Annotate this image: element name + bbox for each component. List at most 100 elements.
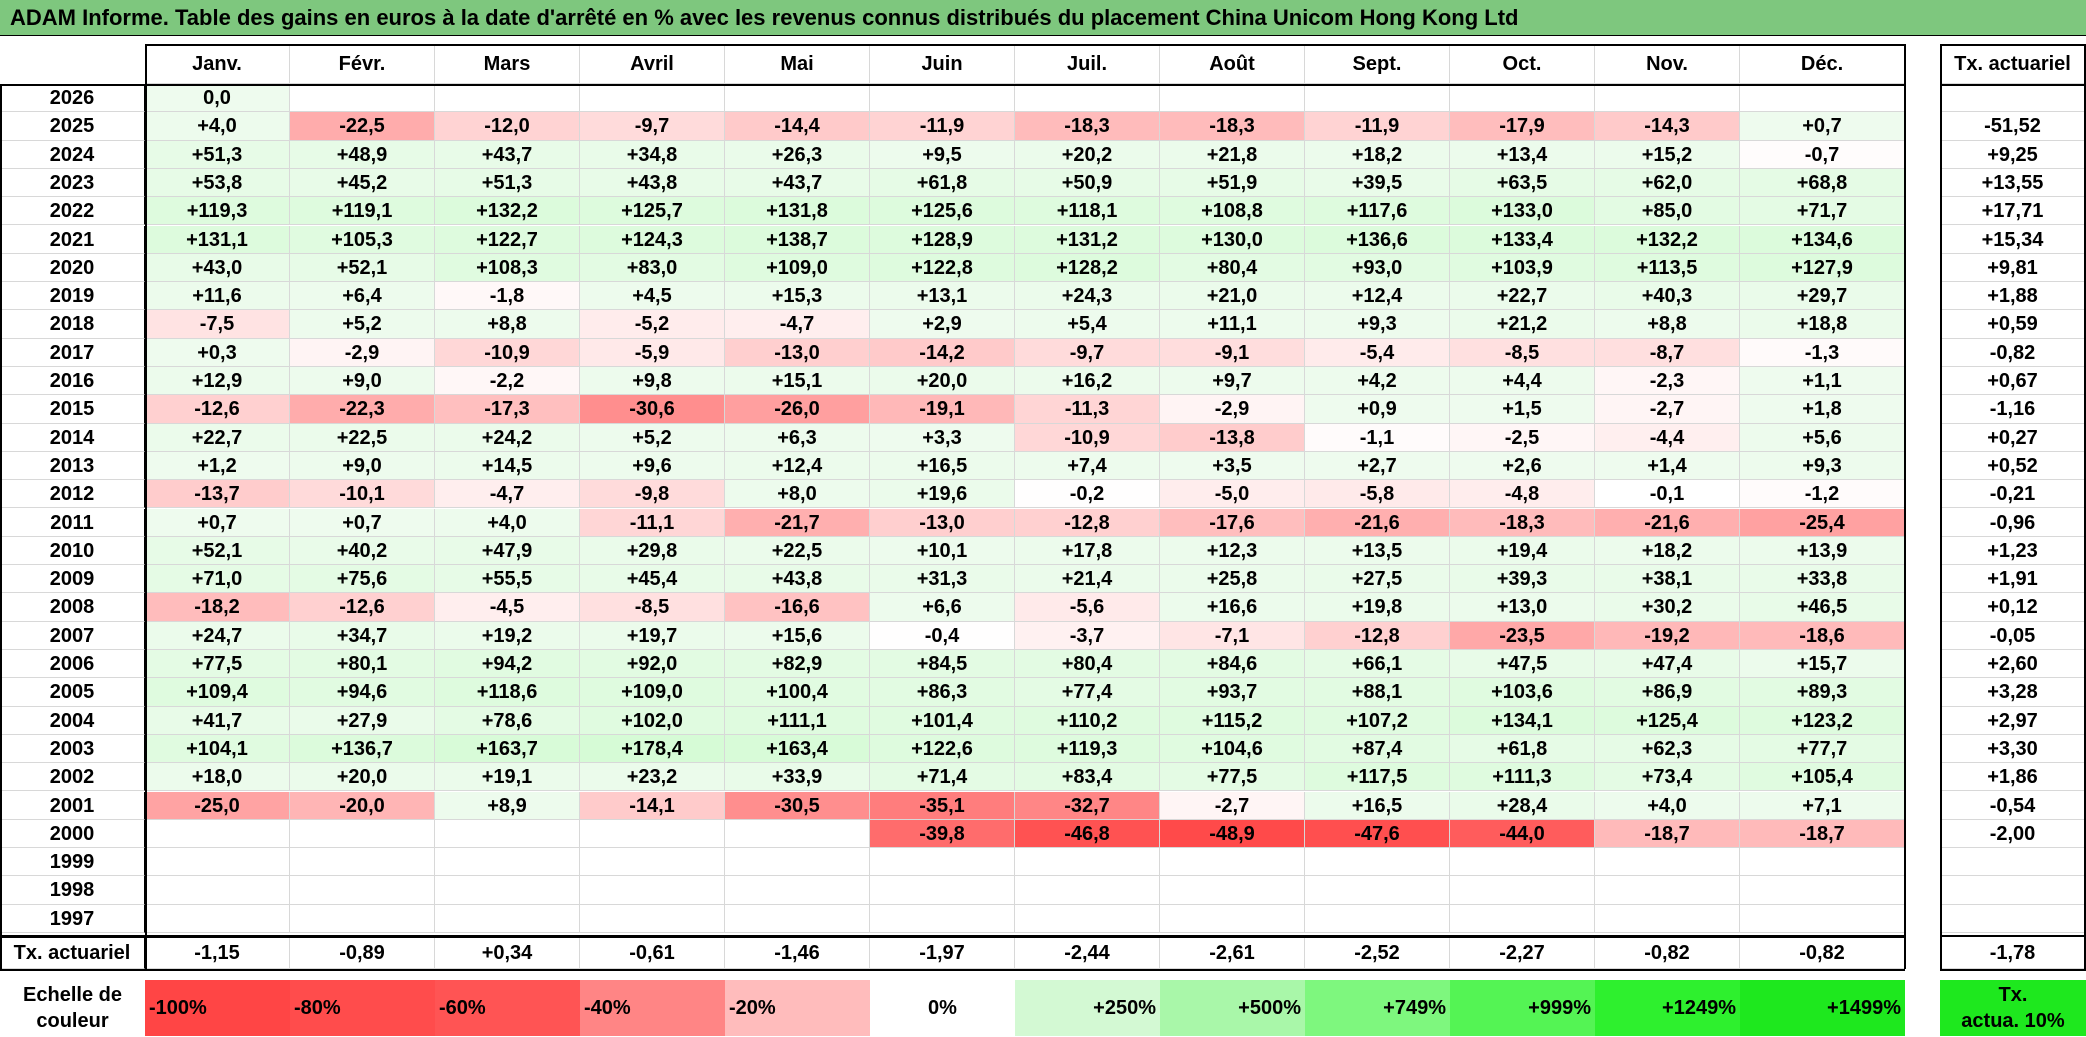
table-cell: [1450, 848, 1595, 877]
table-cell: +127,9: [1740, 253, 1905, 283]
footer-bottom-border: [0, 969, 1905, 971]
table-cell: +2,9: [870, 310, 1015, 339]
table-cell: -17,3: [435, 395, 580, 424]
rate-cell: -0,54: [1940, 791, 2086, 820]
table-cell: [1595, 84, 1740, 113]
table-cell: +9,0: [290, 367, 435, 396]
table-cell: +15,3: [725, 282, 870, 311]
table-cell: +55,5: [435, 565, 580, 594]
table-cell: +43,0: [145, 253, 290, 283]
header-bottom-border-rate: [1940, 84, 2086, 86]
table-cell: -9,1: [1160, 338, 1305, 367]
table-cell: +133,0: [1450, 197, 1595, 226]
table-cell: +75,6: [290, 565, 435, 594]
month-header: Juil.: [1015, 44, 1160, 84]
table-cell: +4,0: [145, 112, 290, 141]
table-cell: -18,6: [1740, 621, 1905, 650]
footer-cell: -0,89: [290, 937, 435, 969]
table-cell: +43,7: [725, 168, 870, 198]
legend-swatch: +1249%: [1595, 980, 1740, 1036]
table-cell: +28,4: [1450, 791, 1595, 820]
table-cell: +105,4: [1740, 763, 1905, 792]
month-header: Juin: [870, 44, 1015, 84]
table-cell: -13,7: [145, 480, 290, 509]
rate-cell: +2,60: [1940, 650, 2086, 679]
table-cell: -18,3: [1015, 112, 1160, 141]
footer-cell: -0,82: [1740, 937, 1905, 969]
table-cell: +134,1: [1450, 706, 1595, 735]
table-cell: [1015, 904, 1160, 933]
table-cell: +108,3: [435, 253, 580, 283]
table-cell: +23,2: [580, 763, 725, 792]
table-cell: +19,8: [1305, 593, 1450, 622]
table-cell: +68,8: [1740, 168, 1905, 198]
table-cell: [1595, 848, 1740, 877]
year-label: 2004: [0, 706, 145, 735]
table-cell: +15,7: [1740, 650, 1905, 679]
table-cell: +62,3: [1595, 734, 1740, 764]
legend-swatch: -60%: [435, 980, 580, 1036]
table-cell: +88,1: [1305, 678, 1450, 707]
table-cell: +0,7: [1740, 112, 1905, 141]
table-cell: [580, 904, 725, 933]
table-cell: -13,0: [870, 508, 1015, 537]
rate-header: Tx. actuariel: [1940, 44, 2086, 84]
table-cell: -19,1: [870, 395, 1015, 424]
table-cell: -2,3: [1595, 367, 1740, 396]
table-cell: -12,0: [435, 112, 580, 141]
table-cell: -18,7: [1595, 819, 1740, 849]
table-cell: +50,9: [1015, 168, 1160, 198]
table-cell: +5,2: [580, 423, 725, 452]
table-cell: -48,9: [1160, 819, 1305, 849]
table-cell: +5,6: [1740, 423, 1905, 452]
rate-cell: +13,55: [1940, 168, 2086, 198]
table-cell: -7,5: [145, 310, 290, 339]
table-cell: +40,3: [1595, 282, 1740, 311]
table-cell: -30,6: [580, 395, 725, 424]
year-label: 2007: [0, 621, 145, 650]
table-cell: +9,7: [1160, 367, 1305, 396]
year-label: 2021: [0, 225, 145, 254]
table-cell: +51,3: [145, 140, 290, 169]
table-cell: [290, 876, 435, 905]
table-cell: -12,6: [290, 593, 435, 622]
year-label: 2002: [0, 763, 145, 792]
table-cell: +178,4: [580, 734, 725, 764]
table-cell: +66,1: [1305, 650, 1450, 679]
table-cell: +22,5: [290, 423, 435, 452]
table-cell: -35,1: [870, 791, 1015, 820]
table-cell: +136,6: [1305, 225, 1450, 254]
table-cell: -10,1: [290, 480, 435, 509]
year-label: 2020: [0, 253, 145, 283]
table-cell: +128,2: [1015, 253, 1160, 283]
table-cell: -39,8: [870, 819, 1015, 849]
table-cell: +2,7: [1305, 451, 1450, 481]
table-cell: +20,0: [870, 367, 1015, 396]
table-cell: [725, 84, 870, 113]
table-cell: +122,7: [435, 225, 580, 254]
rate-cell: -2,00: [1940, 819, 2086, 849]
rate-cell: +15,34: [1940, 225, 2086, 254]
table-cell: -14,2: [870, 338, 1015, 367]
month-header: Févr.: [290, 44, 435, 84]
table-cell: [870, 876, 1015, 905]
table-cell: +104,6: [1160, 734, 1305, 764]
table-cell: [1450, 876, 1595, 905]
table-cell: +21,4: [1015, 565, 1160, 594]
legend-rate-line1: Tx.: [1998, 984, 2028, 1006]
table-cell: [1015, 876, 1160, 905]
table-cell: +29,8: [580, 536, 725, 566]
table-cell: -4,5: [435, 593, 580, 622]
table-cell: [1595, 876, 1740, 905]
table-cell: -22,5: [290, 112, 435, 141]
header-top-border-rate: [1940, 44, 2086, 46]
year-label: 2003: [0, 734, 145, 764]
table-cell: -17,6: [1160, 508, 1305, 537]
table-cell: +4,0: [1595, 791, 1740, 820]
legend-rate-swatch: Tx. actua. 10%: [1940, 980, 2086, 1036]
table-cell: -14,3: [1595, 112, 1740, 141]
table-cell: -10,9: [435, 338, 580, 367]
table-cell: +103,9: [1450, 253, 1595, 283]
table-cell: +33,8: [1740, 565, 1905, 594]
